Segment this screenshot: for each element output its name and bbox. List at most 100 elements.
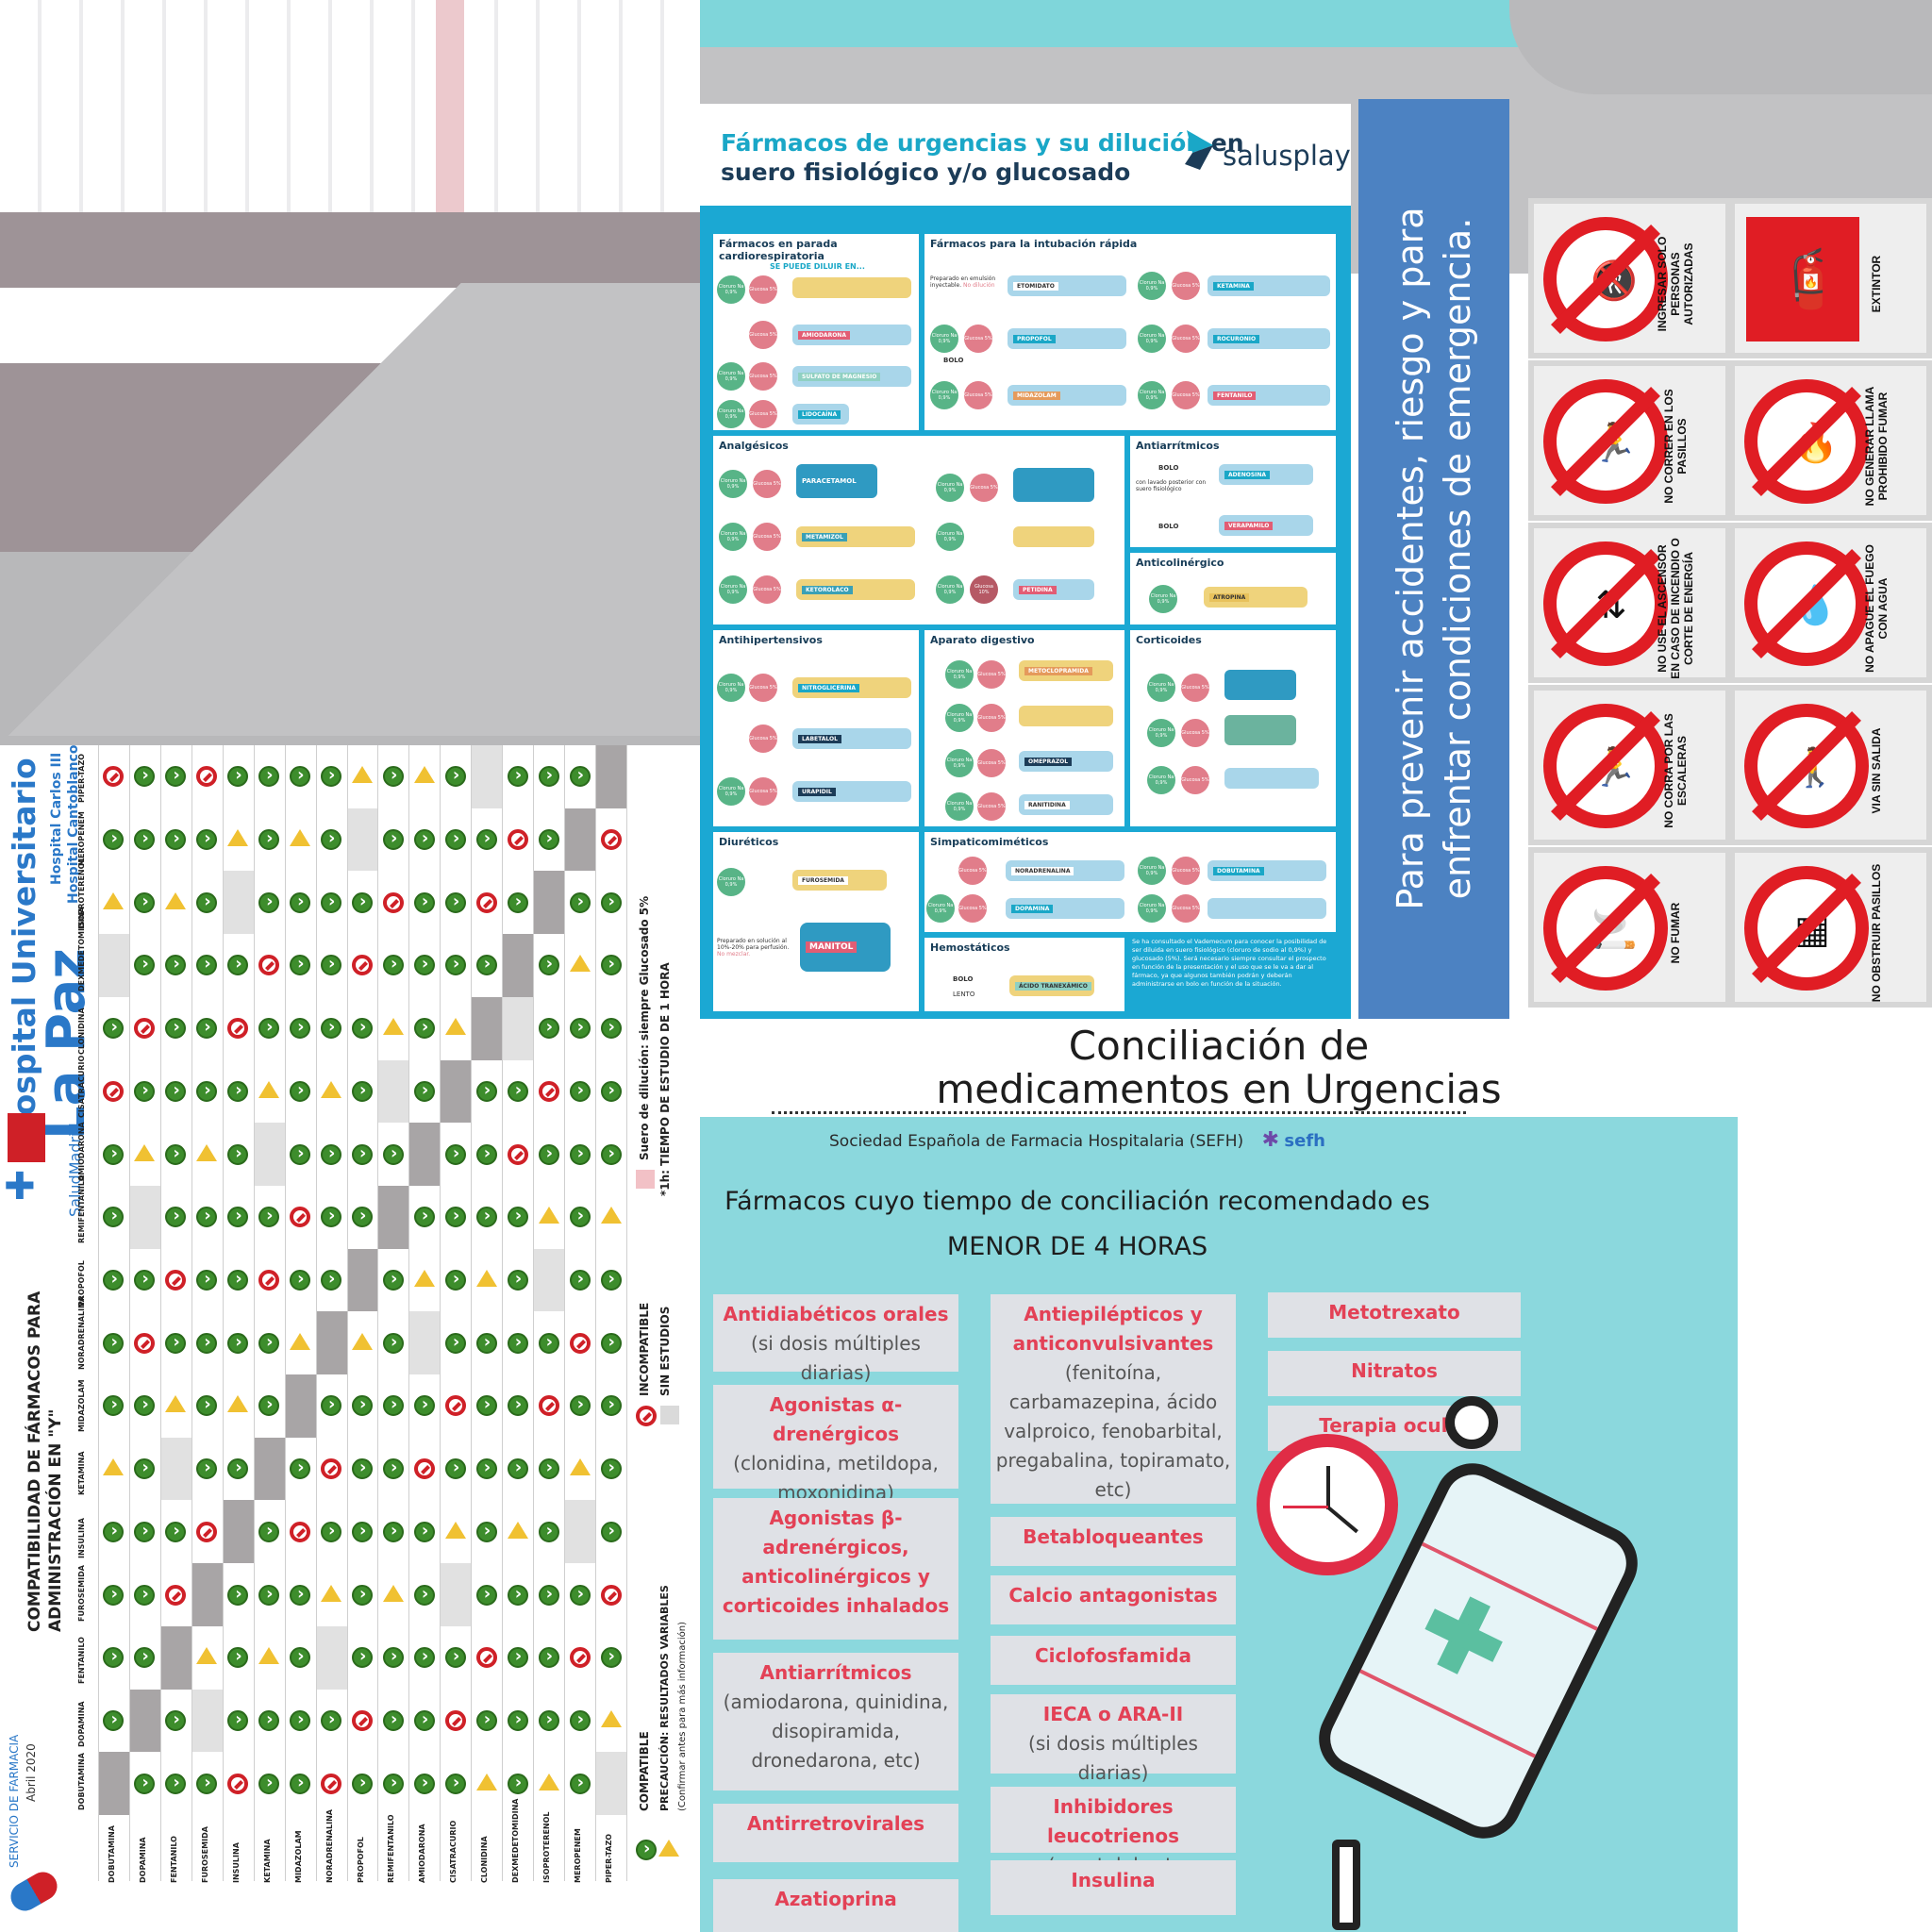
cloruro-dot: Cloruro Na 0,9% [1147,674,1175,702]
magnesio-vial: SULFATO DE MAGNESIO [792,366,911,387]
safety-sign: 🏃 NO CORRER EN LOS PASILLOS [1528,360,1731,521]
compatible-icon [444,1143,466,1165]
glucosa-dot: Glucosa 5% [964,325,992,353]
compatible-icon [258,828,280,851]
row-drug-label: FENTANILO [77,1637,86,1685]
compatible-icon [227,1332,249,1354]
compatible-icon [165,954,187,976]
conc-header-bg [700,1019,1738,1117]
diagonal-cell [346,1248,378,1312]
prohibition-bar [1551,874,1660,983]
atropina-ampoule: ATROPINA [1204,587,1307,608]
cloruro-dot: Cloruro Na 0,9% [930,381,958,409]
precaution-icon [475,1773,497,1790]
lead-text: Fármacos cuyo tiempo de conciliación rec… [558,1179,1596,1270]
drug-class-box: IECA o ARA-II (si dosis múltiples diarias… [991,1694,1236,1784]
compatible-icon [413,828,435,851]
glyph: 🧯 [1774,246,1845,312]
no-study-cell [408,1311,441,1375]
prohibition-bar [1551,711,1660,821]
compatible-icon [382,954,404,976]
glucosa-dot: Glucosa 5% [753,575,781,604]
pink-swatch [636,1170,655,1189]
drug-tag: ATROPINA [1209,592,1250,602]
compatible-icon [227,1206,249,1228]
section-title: Fármacos para la intubación rápida [930,238,1138,250]
glucosa-dot: Glucosa 5% [753,523,781,551]
prohibition-icon: 🚶 [1744,704,1869,828]
section-title: Fármacos en parada cardiorespiratoria [719,238,838,262]
drug-class-title: IECA o ARA-II [1042,1703,1184,1725]
drug-tag: DOBUTAMINA [1213,866,1264,875]
compatible-icon [507,1394,528,1417]
drug-class-title: Antirretrovirales [746,1812,925,1835]
no-study-cell [98,934,129,997]
diagonal-cell [253,1437,285,1501]
compatible-icon [507,1457,528,1480]
sign-label: NO FUMAR [1669,902,1682,964]
column-drug-label: PIPER-TAZO [605,1833,614,1883]
incompatible-icon [600,1584,622,1606]
precaution-icon [258,1647,280,1665]
compatible-icon [321,1394,342,1417]
incompatible-icon [636,1406,657,1426]
diagonal-cell [98,1752,129,1815]
compatible-icon [258,1709,280,1731]
amiodarona-vial: AMIODARONA [792,325,911,345]
column-drug-label: KETAMINA [262,1839,272,1883]
lead-line2: MENOR DE 4 HORAS [946,1232,1208,1261]
compatible-icon [290,1773,311,1794]
compatible-icon [227,765,249,788]
compatible-icon [475,828,497,851]
clock-hand [1326,1466,1330,1509]
column-drug-label: PROPOFOL [356,1837,365,1883]
incompatible-icon [258,1270,280,1291]
glucosa-dot: Glucosa 5% [749,777,777,806]
bag-hanger-icon [1445,1396,1498,1449]
diagonal-cell [595,745,626,808]
column-drug-label: INSULINA [231,1842,241,1883]
compatible-icon [538,765,559,788]
compatible-icon [475,1332,497,1354]
cloruro-dot: Cloruro Na 0,9% [1138,381,1166,409]
compatible-icon [444,1206,466,1228]
precaution-icon [103,891,125,909]
compatible-icon [569,1017,591,1040]
drug-tag: PETIDINA [1019,585,1057,594]
section-title: Simpaticomiméticos [930,836,1049,848]
compatible-icon [290,1017,311,1040]
compatible-icon [103,1709,125,1731]
compatible-icon [538,1521,559,1542]
compatible-icon [103,1394,125,1417]
compatible-icon [600,1332,622,1354]
compatible-icon [600,1269,622,1291]
row-drug-label: DOPAMINA [77,1701,86,1747]
glucosa-dot: Glucosa 5% [749,362,777,391]
compatible-icon [352,1457,373,1480]
compatible-icon [507,1269,528,1291]
precaution-icon [382,1584,404,1602]
cloruro-dot: Cloruro Na 0,9% [945,704,974,732]
drug-class-box: Antiarrítmicos (amiodarona, quinidina, di… [713,1653,958,1790]
incompatible-icon [538,1080,559,1102]
compatible-icon [321,765,342,788]
servicio-label: SERVICIO DE FARMACIA [8,1734,21,1868]
compatible-icon [134,1269,156,1291]
compatible-icon [352,891,373,913]
cloruro-dot: Cloruro Na 0,9% [936,575,964,604]
compatible-icon [290,1646,311,1669]
compatible-icon [290,1269,311,1291]
madrid-flag-icon [8,1113,45,1162]
safety-sign: ▦NO OBSTRUIR PASILLOS [1729,847,1932,1008]
precaution-icon [321,1080,342,1098]
compatible-icon [103,1521,125,1542]
compatible-icon [290,891,311,913]
drug-class-title: Insulina [1071,1869,1156,1891]
compatible-icon [134,765,156,788]
compatible-icon [165,1521,187,1542]
title-line2: ADMINISTRACIÓN EN "Y" [46,1408,65,1632]
glucosa-dot: Glucosa 5% [1172,325,1200,353]
compatible-icon [258,1394,280,1417]
compatible-icon [196,1017,218,1040]
